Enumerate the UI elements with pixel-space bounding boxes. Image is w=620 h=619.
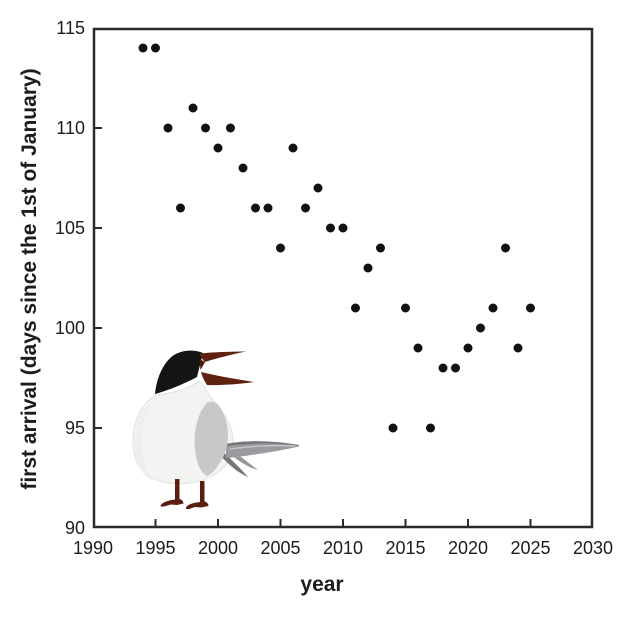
data-point: [501, 243, 510, 253]
data-point: [401, 303, 410, 313]
x-tick-label: 2010: [322, 538, 364, 558]
x-tick-label: 1995: [135, 538, 176, 558]
data-point: [188, 103, 198, 113]
x-axis-title: year: [300, 573, 344, 596]
tern-mouth-gape: [199, 359, 205, 370]
y-axis-title: first arrival (days since the 1st of Jan…: [18, 68, 41, 490]
tern-tail-streak: [229, 444, 296, 450]
y-tick-label: 95: [64, 418, 85, 438]
x-tick-label: 1990: [72, 538, 114, 558]
y-tick-label: 100: [54, 318, 85, 338]
data-point: [463, 343, 473, 353]
x-tick-label: 2030: [572, 538, 614, 558]
y-tick-label: 110: [56, 118, 85, 138]
data-point: [151, 43, 160, 53]
y-tick-label: 105: [54, 218, 85, 238]
data-point: [263, 203, 273, 213]
tern-wing: [194, 401, 228, 476]
data-point: [363, 263, 373, 273]
x-axis-ticks: [154, 519, 532, 527]
data-point: [251, 203, 260, 213]
data-point: [426, 423, 435, 433]
tern-illustration: [132, 350, 299, 509]
data-point: [488, 303, 498, 313]
data-point: [413, 343, 423, 353]
data-point: [476, 323, 485, 333]
data-point: [438, 363, 448, 373]
y-tick-label: 90: [64, 518, 85, 538]
scatter-points: [138, 43, 535, 433]
tern-breast-shade: [134, 404, 152, 480]
data-point: [388, 423, 398, 433]
data-point: [338, 223, 348, 233]
data-point: [176, 203, 185, 213]
tern-undertail-feather-dark: [221, 452, 248, 477]
data-point: [351, 303, 360, 313]
data-point: [301, 203, 310, 213]
data-point: [238, 163, 248, 173]
tern-right-leg: [185, 481, 209, 509]
tern-upper-beak: [200, 351, 246, 362]
data-point: [163, 123, 173, 133]
data-point: [213, 143, 223, 153]
data-point: [526, 303, 535, 313]
data-point: [138, 43, 148, 53]
y-tick-label: 115: [56, 18, 85, 38]
data-point: [376, 243, 385, 253]
data-point: [276, 243, 285, 253]
y-axis-ticks: [94, 127, 102, 429]
tern-left-leg: [160, 479, 184, 507]
data-point: [513, 343, 523, 353]
data-point: [288, 143, 298, 153]
x-tick-label: 2025: [510, 538, 551, 558]
x-tick-label: 2005: [260, 538, 301, 558]
data-point: [326, 223, 335, 233]
tern-tail-top-edge: [226, 441, 299, 447]
data-point: [201, 123, 210, 133]
data-point: [313, 183, 323, 193]
data-point: [451, 363, 460, 373]
x-tick-label: 2000: [197, 538, 239, 558]
tern-lower-beak: [201, 372, 254, 386]
x-tick-label: 2015: [385, 538, 426, 558]
tern-cap: [155, 350, 203, 394]
data-point: [226, 123, 235, 133]
x-tick-label: 2020: [447, 538, 489, 558]
